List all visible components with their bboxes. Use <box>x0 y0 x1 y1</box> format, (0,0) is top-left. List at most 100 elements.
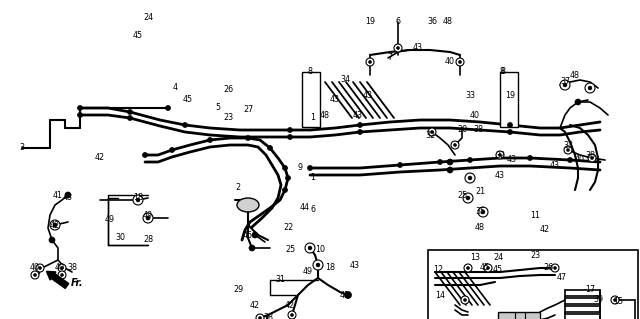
Circle shape <box>65 192 71 198</box>
Circle shape <box>136 198 140 202</box>
Circle shape <box>451 141 459 149</box>
Text: 20: 20 <box>457 125 467 135</box>
Circle shape <box>478 207 488 217</box>
Circle shape <box>467 158 472 162</box>
Text: 49: 49 <box>105 216 115 225</box>
Circle shape <box>143 152 147 158</box>
Circle shape <box>396 46 399 49</box>
Text: 38: 38 <box>473 125 483 135</box>
Circle shape <box>613 298 616 301</box>
Circle shape <box>551 264 559 272</box>
Text: 27: 27 <box>243 106 253 115</box>
Text: 46: 46 <box>243 231 253 240</box>
Text: 14: 14 <box>435 291 445 300</box>
Text: 39: 39 <box>593 295 603 305</box>
Text: 25: 25 <box>457 190 467 199</box>
Circle shape <box>397 162 403 167</box>
Circle shape <box>60 266 63 270</box>
Circle shape <box>394 44 402 52</box>
Circle shape <box>207 137 212 143</box>
Circle shape <box>305 243 315 253</box>
Text: 4: 4 <box>173 84 177 93</box>
Circle shape <box>463 193 473 203</box>
Text: 43: 43 <box>550 160 560 169</box>
Circle shape <box>563 83 567 87</box>
Text: 33: 33 <box>465 91 475 100</box>
Text: 6: 6 <box>396 18 401 26</box>
Text: 17: 17 <box>585 286 595 294</box>
Text: 11: 11 <box>530 211 540 219</box>
Text: 48: 48 <box>443 18 453 26</box>
Text: 43: 43 <box>495 170 505 180</box>
Text: 42: 42 <box>540 226 550 234</box>
Text: 8: 8 <box>500 68 506 77</box>
Text: 29: 29 <box>233 286 243 294</box>
Circle shape <box>313 260 323 270</box>
Text: 41: 41 <box>340 291 350 300</box>
Circle shape <box>282 188 287 192</box>
Text: 21: 21 <box>475 188 485 197</box>
Bar <box>302 72 320 127</box>
Text: 45: 45 <box>133 31 143 40</box>
Circle shape <box>285 175 291 181</box>
Circle shape <box>170 147 175 152</box>
Circle shape <box>566 148 570 152</box>
Text: 23: 23 <box>223 114 233 122</box>
Text: 8: 8 <box>499 68 504 77</box>
Text: 43: 43 <box>350 261 360 270</box>
Circle shape <box>127 109 132 115</box>
Text: 1: 1 <box>310 114 316 122</box>
Circle shape <box>358 122 362 128</box>
Text: 24: 24 <box>493 254 503 263</box>
Text: 42: 42 <box>250 300 260 309</box>
Text: 40: 40 <box>575 155 585 165</box>
Text: 10: 10 <box>315 246 325 255</box>
Text: 38: 38 <box>67 263 77 272</box>
Circle shape <box>77 113 83 117</box>
Circle shape <box>458 60 461 63</box>
Circle shape <box>508 122 513 128</box>
Text: 34: 34 <box>340 76 350 85</box>
Text: 1: 1 <box>310 174 316 182</box>
Circle shape <box>560 80 570 90</box>
Text: 7: 7 <box>387 54 392 63</box>
Circle shape <box>38 266 42 270</box>
Circle shape <box>259 316 262 319</box>
Circle shape <box>611 296 619 304</box>
Circle shape <box>249 245 255 251</box>
Text: 43: 43 <box>507 155 517 165</box>
Circle shape <box>358 130 362 135</box>
Text: 48: 48 <box>475 224 485 233</box>
Circle shape <box>486 266 490 270</box>
Circle shape <box>31 271 39 279</box>
Circle shape <box>527 155 532 160</box>
Text: 38: 38 <box>263 314 273 319</box>
Text: 42: 42 <box>50 220 60 229</box>
Circle shape <box>127 115 132 121</box>
Circle shape <box>308 246 312 250</box>
Text: 43: 43 <box>353 110 363 120</box>
Text: 32: 32 <box>425 130 435 139</box>
Circle shape <box>60 273 63 277</box>
Circle shape <box>246 136 250 140</box>
Text: 45: 45 <box>493 265 503 275</box>
Circle shape <box>49 237 55 243</box>
Circle shape <box>369 60 372 63</box>
Circle shape <box>58 271 66 279</box>
Circle shape <box>287 135 292 139</box>
Text: 26: 26 <box>223 85 233 94</box>
Text: 3: 3 <box>19 144 24 152</box>
Circle shape <box>575 99 581 105</box>
Text: 2: 2 <box>236 183 241 192</box>
Circle shape <box>36 264 44 272</box>
Circle shape <box>146 216 150 220</box>
Circle shape <box>366 58 374 66</box>
Circle shape <box>496 151 504 159</box>
Text: 48: 48 <box>320 110 330 120</box>
Circle shape <box>588 86 592 90</box>
Circle shape <box>282 166 287 170</box>
Circle shape <box>468 176 472 180</box>
Circle shape <box>585 83 595 93</box>
Circle shape <box>456 58 464 66</box>
Circle shape <box>453 144 456 147</box>
